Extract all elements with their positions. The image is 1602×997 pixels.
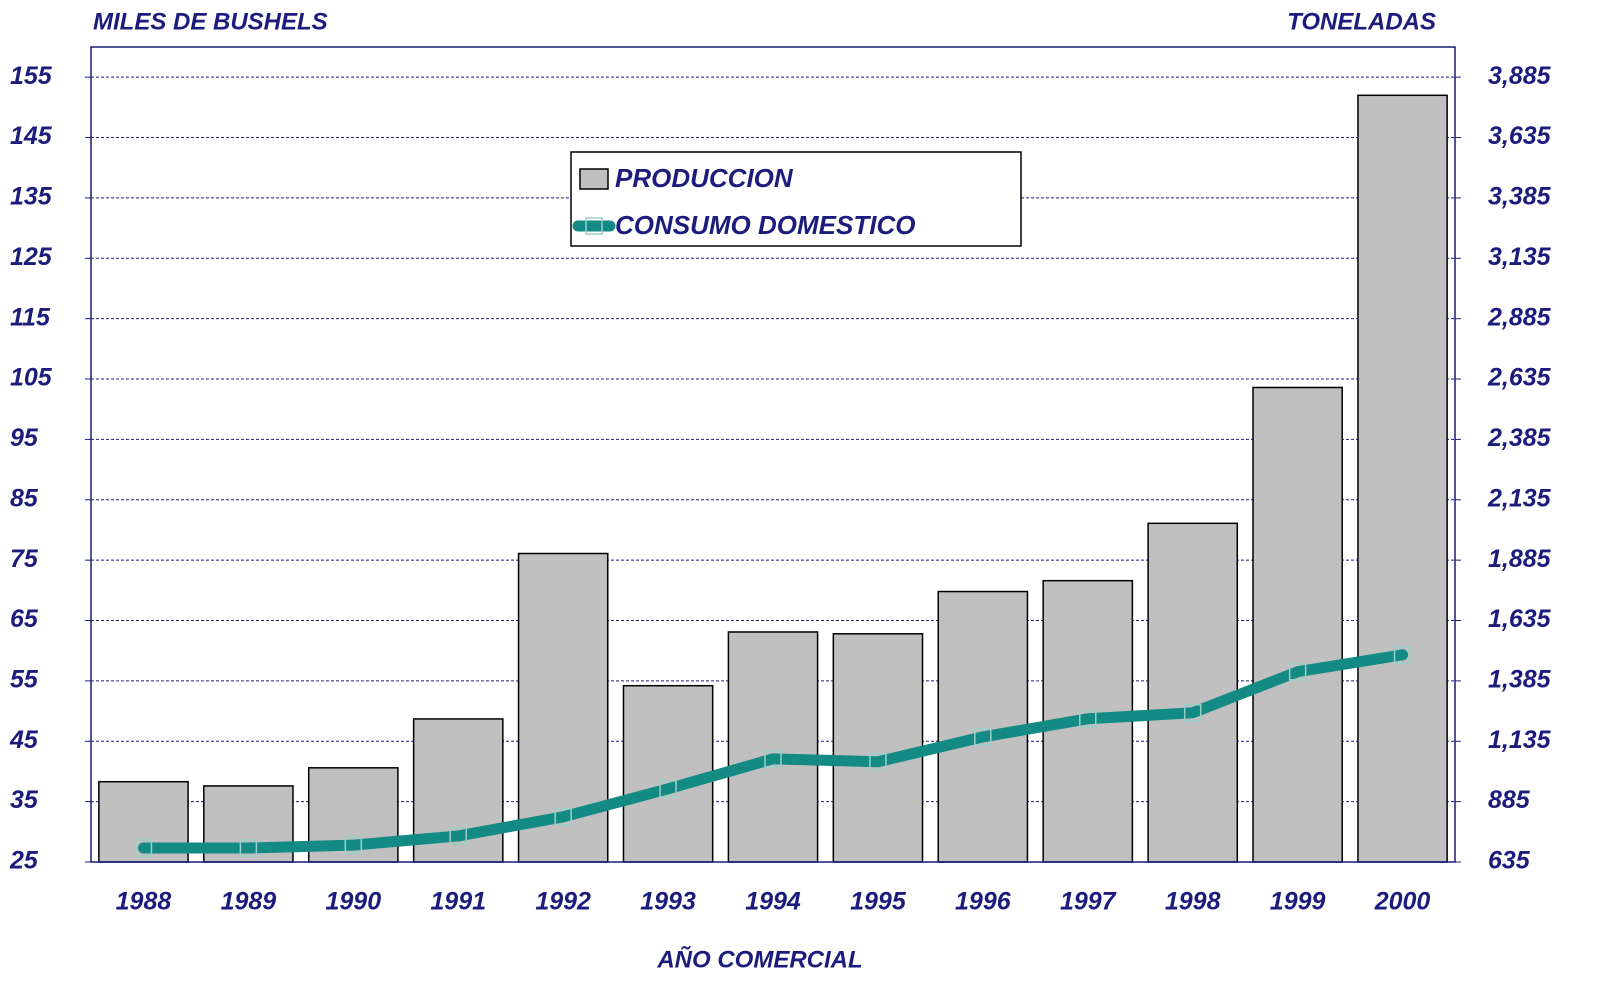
x-tick-label: 1990 <box>325 888 381 916</box>
line-marker <box>869 753 887 771</box>
legend-marker <box>585 217 603 235</box>
y-axis-label: MILES DE BUSHELS <box>93 8 328 35</box>
line-marker <box>1393 646 1412 664</box>
y2-tick-label: 1,885 <box>1488 545 1552 573</box>
y2-tick-label: 2,135 <box>1487 484 1552 512</box>
y-tick-label: 115 <box>10 303 51 331</box>
y2-tick-label: 885 <box>1488 786 1531 814</box>
y2-tick-label: 1,385 <box>1488 665 1552 693</box>
x-tick-label: 1995 <box>850 888 907 916</box>
x-tick-label: 1993 <box>640 888 696 916</box>
y2-tick-label: 2,885 <box>1487 303 1552 331</box>
line-marker <box>1288 662 1307 681</box>
legend-label: PRODUCCION <box>615 163 794 193</box>
y-tick-label: 105 <box>10 364 53 392</box>
y2-tick-label: 1,135 <box>1488 726 1552 754</box>
line <box>137 649 1409 854</box>
bar <box>1147 522 1239 863</box>
line-marker <box>1079 710 1097 728</box>
legend-label: CONSUMO DOMESTICO <box>615 210 915 240</box>
line-marker <box>449 827 467 845</box>
bar <box>832 633 924 863</box>
y-tick-label: 65 <box>10 605 39 633</box>
y-tick-label: 75 <box>10 545 39 573</box>
legend-box <box>570 151 1022 247</box>
line-marker <box>239 839 258 857</box>
x-tick-label: 1991 <box>430 888 486 916</box>
y2-axis-label: TONELADAS <box>1287 8 1436 35</box>
x-tick-label: 1999 <box>1270 888 1326 916</box>
x-tick-label: 2000 <box>1374 888 1431 916</box>
line-marker <box>974 728 992 746</box>
y2-tick-label: 2,385 <box>1487 424 1552 452</box>
y2-tick-label: 1,635 <box>1488 605 1552 633</box>
x-tick-label: 1998 <box>1165 888 1221 916</box>
y-tick-label: 125 <box>10 243 53 271</box>
y2-tick-label: 2,635 <box>1487 364 1552 392</box>
bar <box>1252 386 1343 863</box>
bar <box>727 631 819 863</box>
plot-border <box>90 46 1456 863</box>
x-tick-label: 1997 <box>1060 888 1117 916</box>
line-marker <box>1183 704 1202 722</box>
y2-tick-label: 3,385 <box>1488 183 1552 211</box>
line-marker <box>134 839 153 857</box>
y2-tick-label: 635 <box>1488 847 1531 875</box>
y-tick-label: 135 <box>10 183 53 211</box>
y2-tick-label: 3,885 <box>1488 62 1552 90</box>
y2-tick-label: 3,635 <box>1488 122 1552 150</box>
bar <box>622 684 714 863</box>
x-tick-label: 1989 <box>221 888 277 916</box>
y-tick-label: 85 <box>10 484 39 512</box>
x-tick-label: 1992 <box>535 888 591 916</box>
x-tick-label: 1988 <box>116 888 172 916</box>
x-tick-label: 1996 <box>955 888 1012 916</box>
y-tick-label: 95 <box>10 424 39 452</box>
line-marker <box>554 808 572 826</box>
x-tick-label: 1994 <box>745 888 801 916</box>
line-marker <box>344 836 363 854</box>
y2-tick-label: 3,135 <box>1488 243 1552 271</box>
y-tick-label: 145 <box>10 122 53 150</box>
bar <box>1357 94 1448 863</box>
line-marker <box>659 780 677 798</box>
y-tick-label: 35 <box>10 786 39 814</box>
legend-swatch <box>579 168 609 190</box>
y-tick-label: 45 <box>9 726 39 754</box>
x-axis-label: AÑO COMERCIAL <box>656 945 862 973</box>
y-tick-label: 25 <box>9 847 39 875</box>
line-marker <box>764 750 782 768</box>
y-tick-label: 155 <box>10 62 53 90</box>
y-tick-label: 55 <box>10 665 39 693</box>
